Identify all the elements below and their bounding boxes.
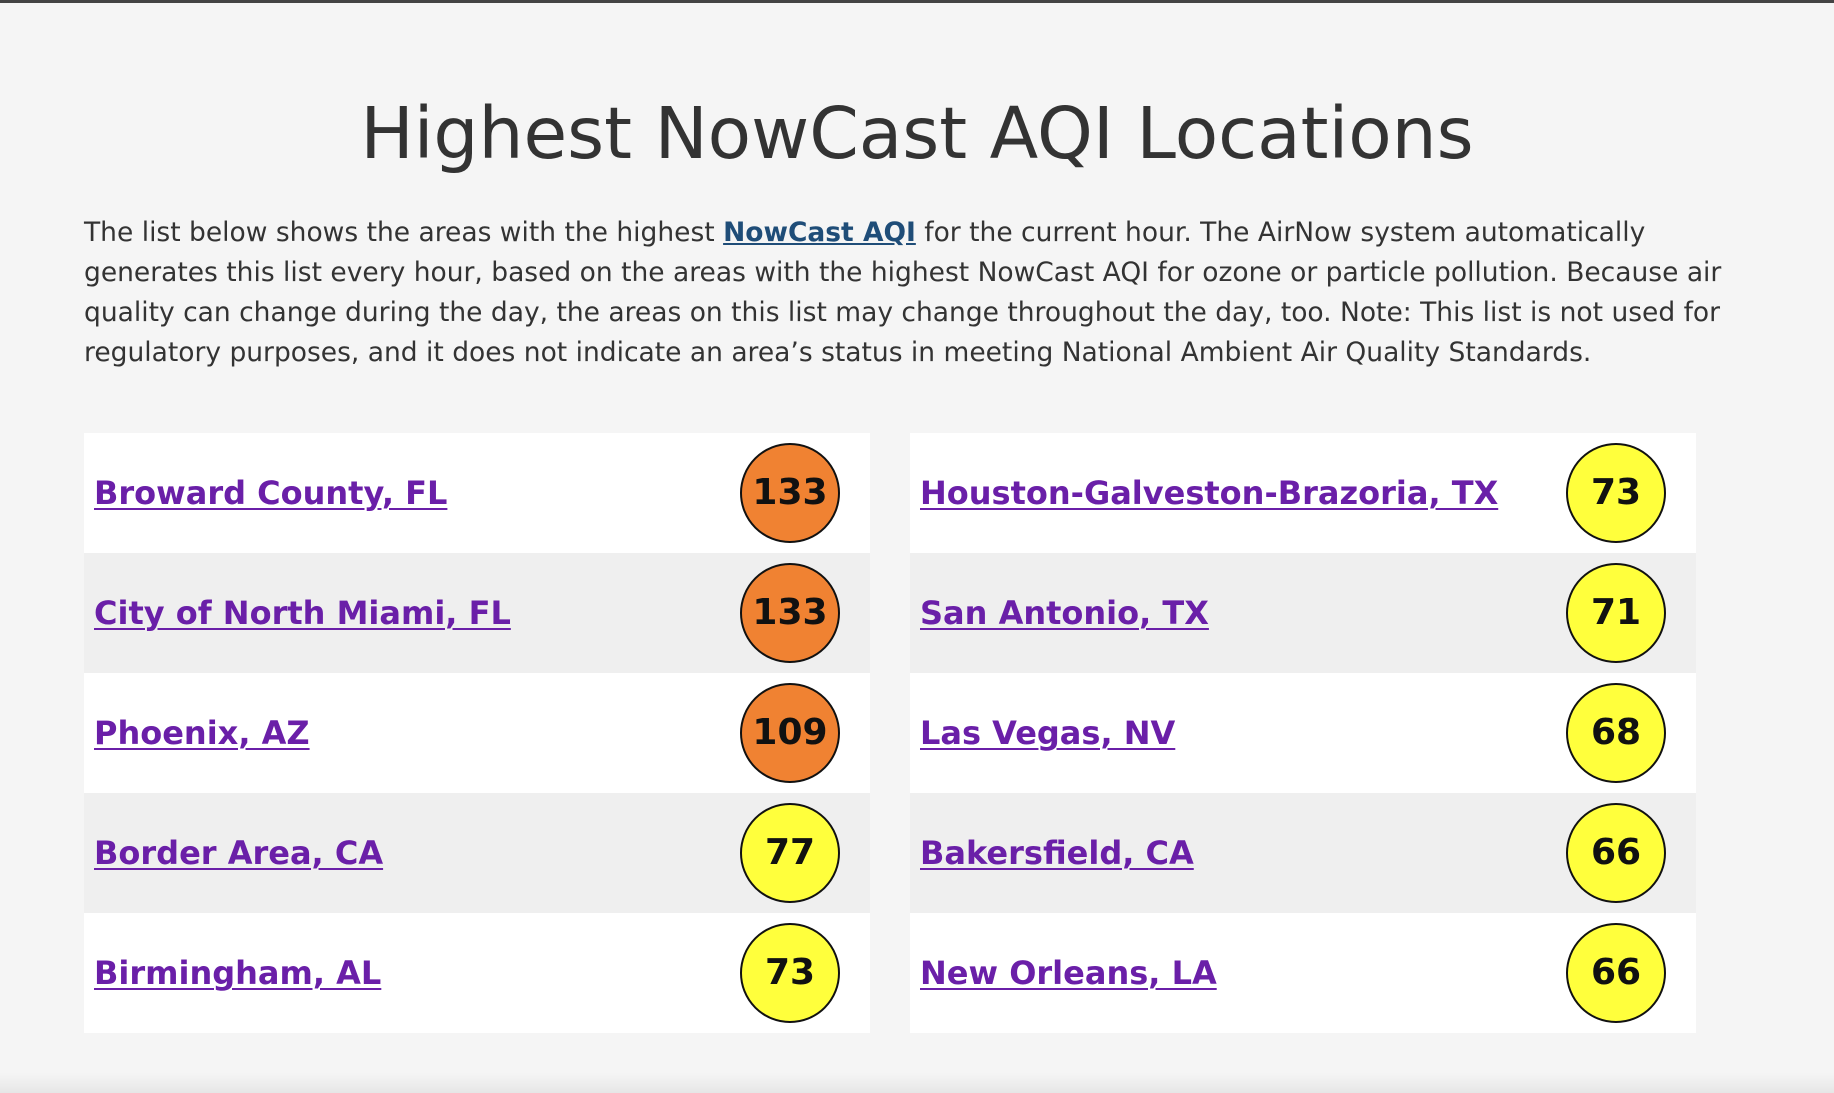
list-item: Birmingham, AL 73 [84,913,870,1033]
list-item: Phoenix, AZ 109 [84,673,870,793]
aqi-badge: 73 [1566,443,1666,543]
location-link[interactable]: City of North Miami, FL [94,594,511,632]
nowcast-aqi-link[interactable]: NowCast AQI [723,217,916,248]
intro-text-rest: for the current hour. The AirNow system … [84,217,1722,368]
page-title: Highest NowCast AQI Locations [360,92,1474,175]
aqi-badge: 109 [740,683,840,783]
intro-paragraph: The list below shows the areas with the … [84,213,1764,373]
locations-list-left: Broward County, FL 133 City of North Mia… [84,433,870,1033]
aqi-badge: 68 [1566,683,1666,783]
list-item: San Antonio, TX 71 [910,553,1696,673]
location-link[interactable]: Bakersfield, CA [920,834,1194,872]
location-link[interactable]: Houston-Galveston-Brazoria, TX [920,474,1499,512]
location-link[interactable]: Phoenix, AZ [94,714,310,752]
list-item: New Orleans, LA 66 [910,913,1696,1033]
location-link[interactable]: San Antonio, TX [920,594,1209,632]
aqi-badge: 133 [740,563,840,663]
list-item: Bakersfield, CA 66 [910,793,1696,913]
aqi-badge: 71 [1566,563,1666,663]
intro-text-start: The list below shows the areas with the … [84,217,724,248]
list-item: Border Area, CA 77 [84,793,870,913]
aqi-badge: 77 [740,803,840,903]
top-rule [0,0,1834,3]
aqi-badge: 66 [1566,803,1666,903]
list-item: Broward County, FL 133 [84,433,870,553]
list-item: Las Vegas, NV 68 [910,673,1696,793]
aqi-badge: 73 [740,923,840,1023]
list-item: Houston-Galveston-Brazoria, TX 73 [910,433,1696,553]
location-link[interactable]: New Orleans, LA [920,954,1217,992]
location-link[interactable]: Las Vegas, NV [920,714,1176,752]
bottom-fade [0,1073,1834,1093]
list-item: City of North Miami, FL 133 [84,553,870,673]
location-link[interactable]: Border Area, CA [94,834,384,872]
locations-list-right: Houston-Galveston-Brazoria, TX 73 San An… [910,433,1696,1033]
aqi-badge: 66 [1566,923,1666,1023]
aqi-badge: 133 [740,443,840,543]
location-link[interactable]: Broward County, FL [94,474,448,512]
location-link[interactable]: Birmingham, AL [94,954,382,992]
